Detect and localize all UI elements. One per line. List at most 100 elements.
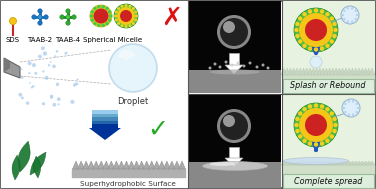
Circle shape	[347, 7, 349, 9]
Polygon shape	[297, 68, 303, 75]
Circle shape	[314, 8, 318, 13]
Polygon shape	[356, 161, 362, 165]
Circle shape	[129, 5, 132, 8]
Polygon shape	[123, 161, 130, 169]
Polygon shape	[12, 155, 20, 180]
Circle shape	[302, 12, 307, 16]
Circle shape	[209, 67, 211, 70]
Polygon shape	[343, 68, 349, 75]
Polygon shape	[323, 68, 329, 75]
Circle shape	[298, 134, 302, 139]
FancyBboxPatch shape	[282, 78, 373, 92]
Circle shape	[58, 103, 60, 105]
Circle shape	[108, 18, 111, 22]
Circle shape	[76, 78, 79, 81]
Circle shape	[97, 5, 101, 9]
Polygon shape	[314, 68, 320, 75]
Circle shape	[294, 8, 338, 52]
Polygon shape	[288, 161, 294, 165]
Circle shape	[38, 21, 42, 25]
Polygon shape	[349, 68, 355, 75]
Circle shape	[32, 85, 35, 88]
Circle shape	[351, 7, 353, 9]
Polygon shape	[353, 161, 359, 165]
Circle shape	[129, 24, 132, 27]
Circle shape	[105, 22, 109, 25]
Circle shape	[332, 34, 337, 38]
Bar	[1, 1, 188, 188]
Circle shape	[330, 111, 334, 116]
Circle shape	[294, 123, 299, 127]
Circle shape	[101, 5, 105, 9]
Polygon shape	[362, 68, 368, 75]
Circle shape	[308, 9, 312, 14]
Circle shape	[72, 15, 76, 19]
Circle shape	[294, 103, 338, 147]
Circle shape	[325, 12, 330, 16]
Circle shape	[73, 83, 76, 86]
Polygon shape	[83, 161, 89, 169]
Circle shape	[348, 113, 350, 116]
Polygon shape	[30, 152, 46, 175]
Circle shape	[124, 25, 127, 28]
Polygon shape	[281, 68, 287, 75]
Circle shape	[343, 10, 346, 12]
Circle shape	[347, 20, 349, 23]
Circle shape	[101, 23, 105, 27]
Circle shape	[132, 7, 135, 10]
Circle shape	[355, 111, 358, 113]
Polygon shape	[288, 68, 294, 75]
Text: TAAB-2: TAAB-2	[27, 37, 53, 43]
Polygon shape	[284, 68, 290, 75]
Text: Spherical Micelle: Spherical Micelle	[83, 37, 143, 43]
Circle shape	[31, 86, 33, 88]
Polygon shape	[128, 161, 135, 169]
Circle shape	[48, 64, 50, 67]
Circle shape	[302, 139, 307, 143]
Circle shape	[28, 72, 30, 74]
Circle shape	[314, 142, 318, 147]
Polygon shape	[330, 161, 336, 165]
Circle shape	[50, 94, 53, 98]
Circle shape	[132, 22, 135, 25]
Circle shape	[261, 64, 264, 67]
Circle shape	[343, 107, 345, 109]
Circle shape	[330, 39, 334, 44]
Circle shape	[330, 16, 334, 21]
Circle shape	[120, 24, 123, 27]
Polygon shape	[307, 161, 313, 165]
Polygon shape	[366, 68, 372, 75]
Circle shape	[56, 50, 58, 53]
Circle shape	[237, 61, 240, 64]
Polygon shape	[133, 161, 140, 169]
Circle shape	[117, 7, 135, 25]
Bar	[188, 70, 281, 93]
Circle shape	[224, 60, 227, 64]
Circle shape	[325, 139, 330, 143]
Polygon shape	[359, 68, 365, 75]
Circle shape	[308, 104, 312, 109]
Circle shape	[267, 67, 270, 70]
Circle shape	[344, 111, 347, 113]
Circle shape	[44, 76, 49, 80]
Circle shape	[320, 9, 324, 14]
Circle shape	[38, 9, 42, 13]
Polygon shape	[88, 161, 95, 169]
Circle shape	[333, 28, 338, 32]
Polygon shape	[291, 68, 297, 75]
Circle shape	[325, 44, 330, 48]
Circle shape	[32, 63, 36, 67]
Circle shape	[294, 28, 299, 32]
Bar	[188, 1, 281, 93]
Circle shape	[295, 22, 300, 26]
Circle shape	[60, 15, 64, 19]
Circle shape	[120, 5, 123, 8]
Polygon shape	[284, 161, 290, 165]
Circle shape	[29, 82, 31, 84]
Polygon shape	[366, 161, 372, 165]
Circle shape	[115, 10, 118, 13]
Circle shape	[355, 10, 357, 12]
Circle shape	[298, 39, 302, 44]
Polygon shape	[77, 161, 85, 169]
Circle shape	[91, 10, 94, 14]
